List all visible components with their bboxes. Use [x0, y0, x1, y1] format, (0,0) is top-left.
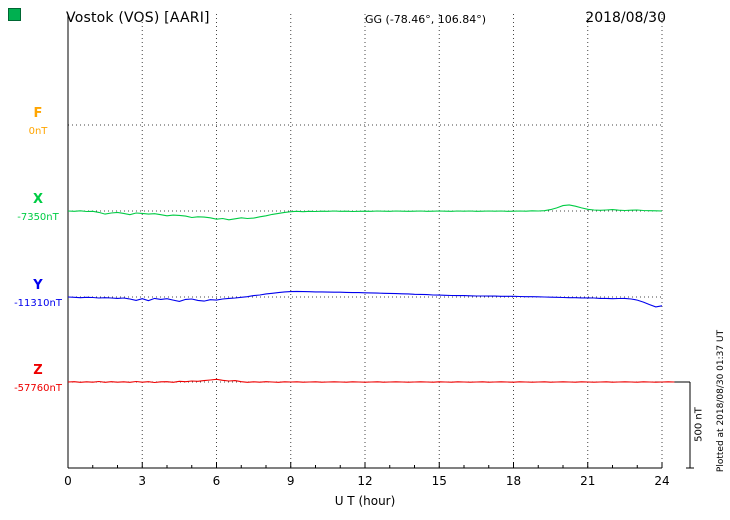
x-tick-label: 6 [212, 474, 221, 488]
x-tick-label: 24 [654, 474, 670, 488]
status-square [8, 8, 21, 21]
plot-date: 2018/08/30 [585, 10, 666, 26]
trace-X [67, 204, 663, 221]
series-baseline-X: -7350nT [17, 212, 59, 223]
series-baseline-Y: -11310nT [14, 298, 62, 309]
scale-bar-label: 500 nT [693, 407, 705, 442]
series-label-Z: Z [33, 363, 43, 378]
trace-Z [67, 378, 675, 384]
x-tick-label: 15 [431, 474, 447, 488]
x-axis-label: U T (hour) [334, 494, 396, 508]
series-label-Y: Y [33, 278, 43, 293]
x-tick-label: 9 [286, 474, 295, 488]
series-baseline-F: 0nT [28, 126, 48, 137]
series-label-X: X [32, 192, 44, 207]
x-tick-label: 18 [505, 474, 522, 488]
trace-Y [67, 290, 663, 308]
x-tick-label: 21 [580, 474, 596, 488]
x-tick-label: 3 [138, 474, 147, 488]
series-baseline-Z: -57760nT [14, 383, 62, 394]
geographic-coordinates: GG (-78.46°, 106.84°) [365, 13, 487, 26]
series-label-F: F [33, 106, 43, 121]
page-title: Vostok (VOS) [AARI] [66, 10, 210, 26]
x-tick-label: 12 [357, 474, 373, 488]
x-tick-label: 0 [64, 474, 72, 488]
plotted-at-note: Plotted at 2018/08/30 01:37 UT [716, 329, 726, 473]
